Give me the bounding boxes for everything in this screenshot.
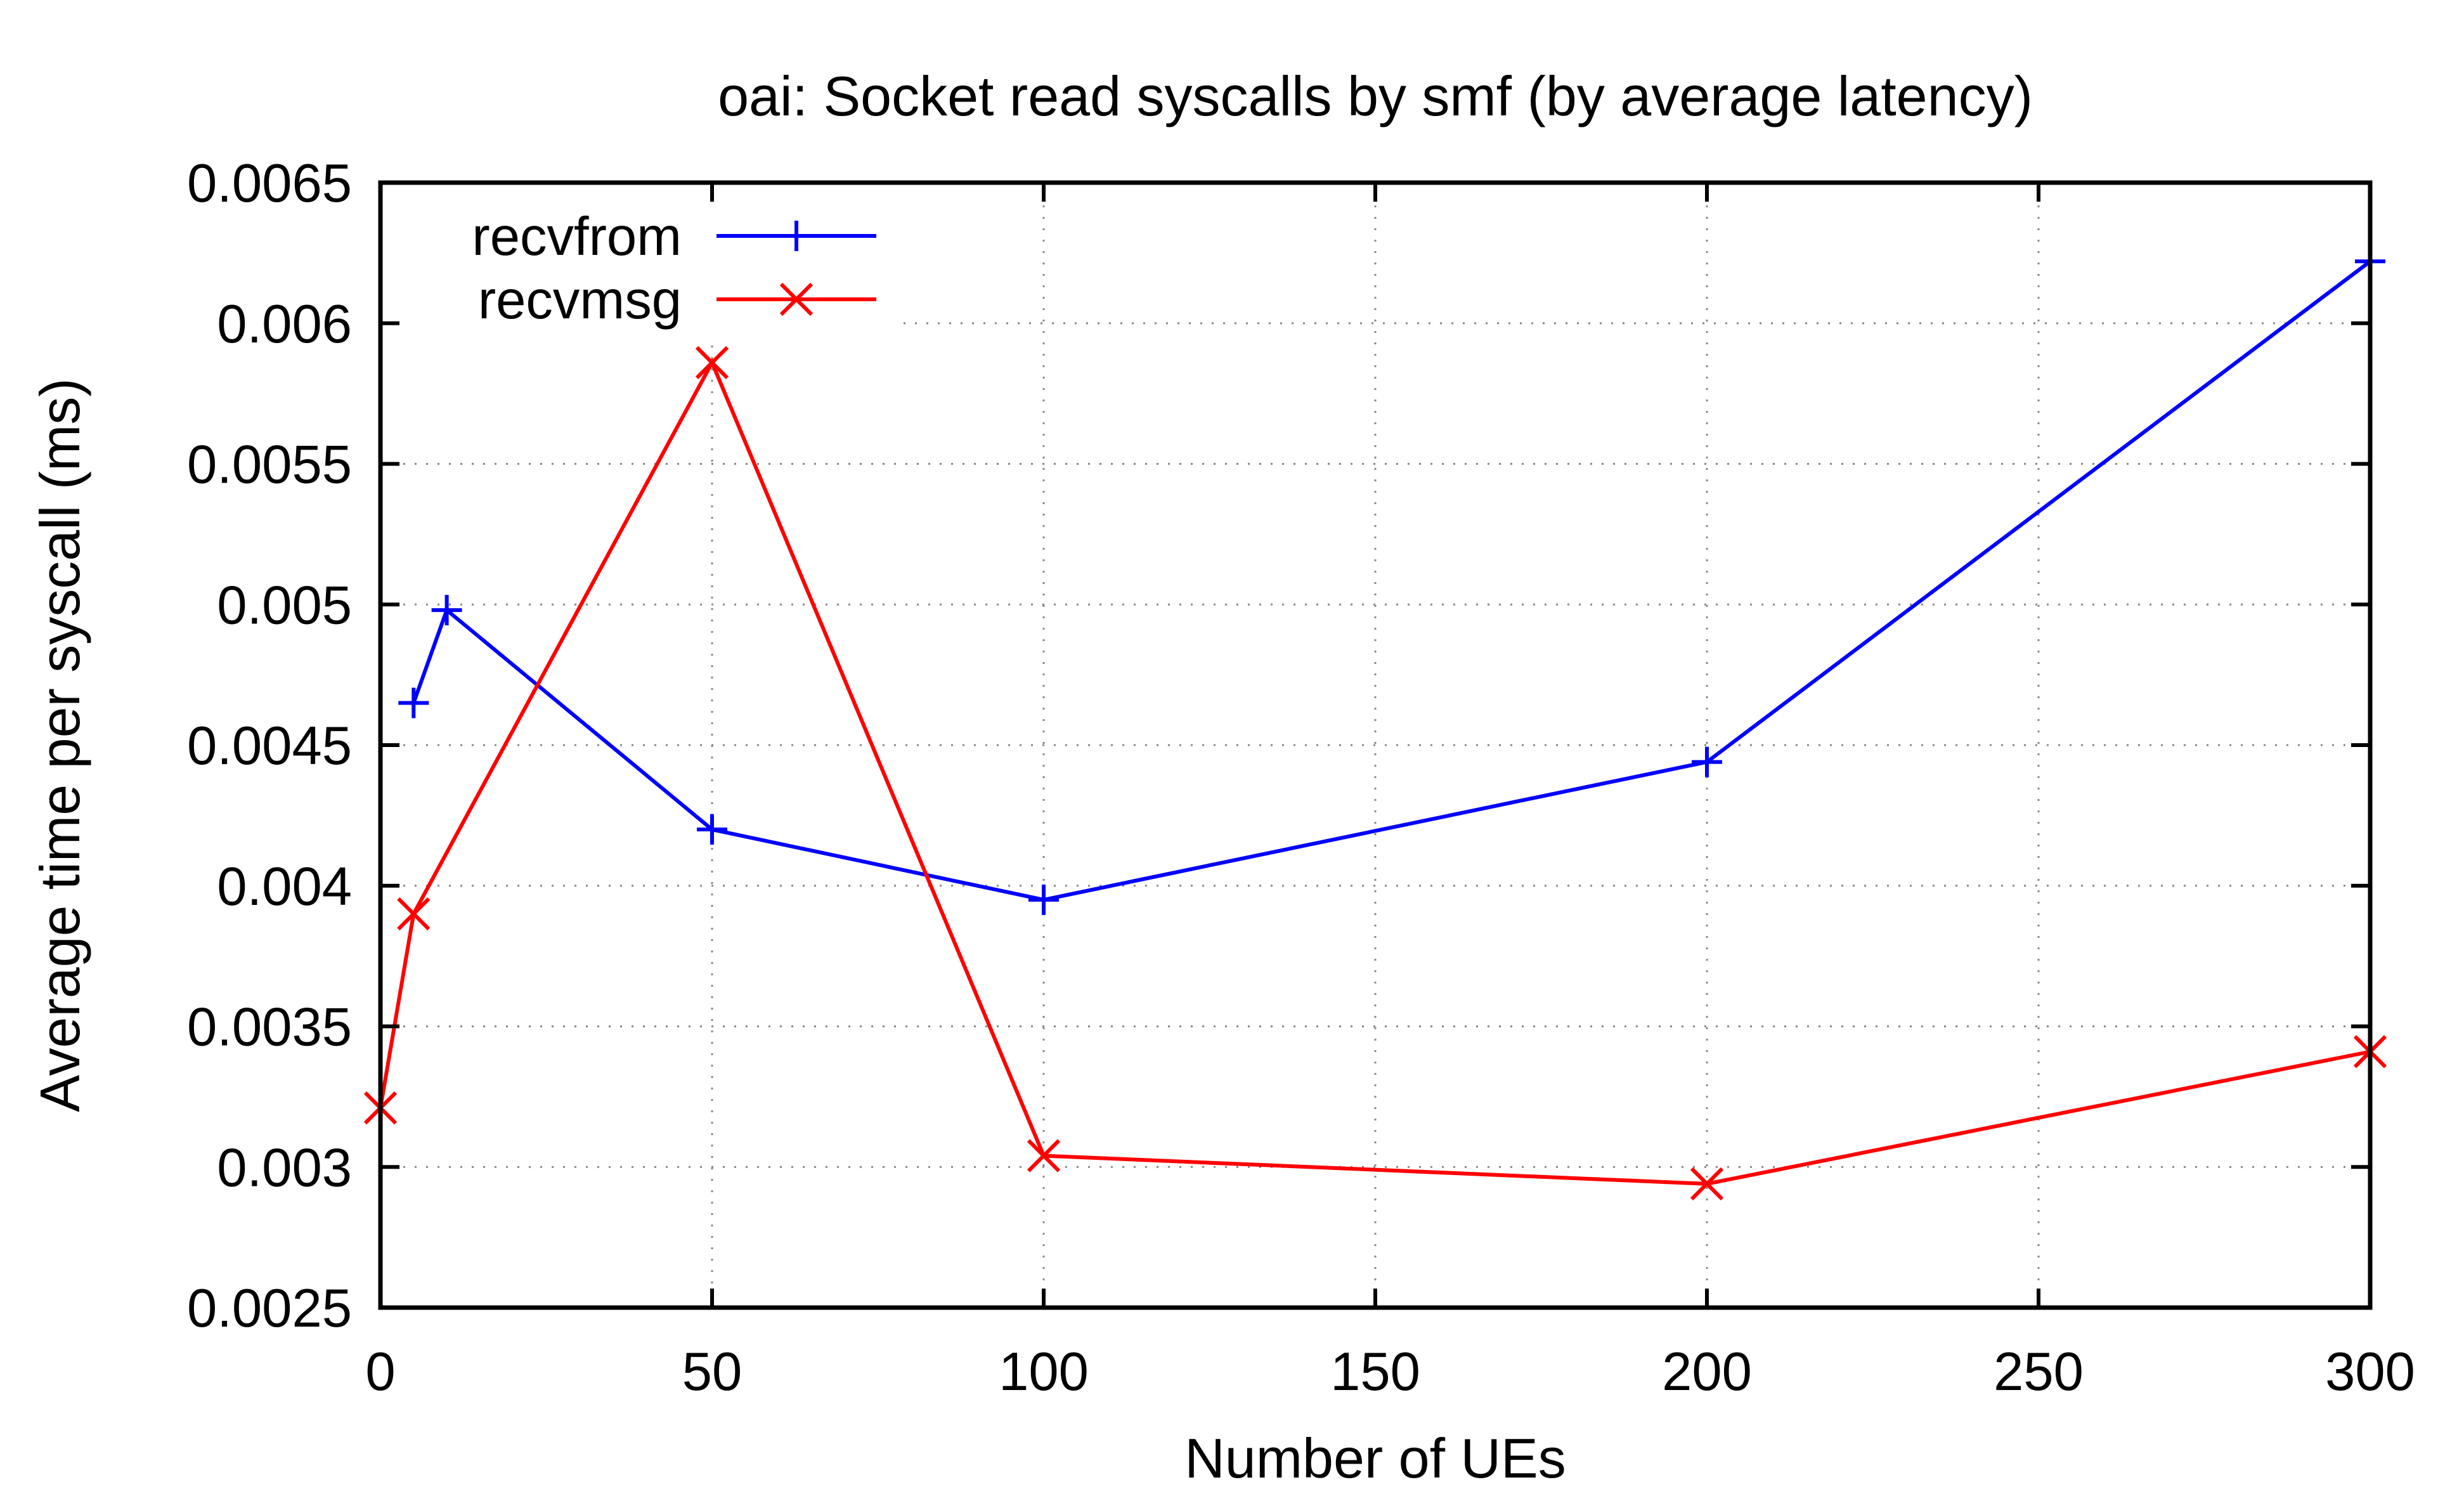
grid-layer: [380, 183, 2370, 1308]
data-point-recvfrom: [697, 814, 727, 845]
legend-marker-recvfrom: [781, 221, 812, 251]
legend-label-recvfrom: recvfrom: [472, 207, 682, 267]
x-tick-label: 100: [999, 1342, 1089, 1402]
series-line-recvmsg: [379, 358, 2371, 1186]
y-tick-label: 0.0045: [187, 716, 352, 776]
data-point-recvmsg: [1690, 1167, 1724, 1200]
x-tick-label: 50: [682, 1342, 742, 1402]
data-point-recvfrom: [1692, 746, 1722, 777]
y-tick-label: 0.004: [217, 857, 352, 917]
x-tick-label: 200: [1662, 1342, 1752, 1402]
x-tick-label: 250: [1994, 1342, 2084, 1402]
data-point-recvfrom: [398, 687, 429, 718]
y-tick-label: 0.005: [217, 575, 352, 635]
data-point-recvfrom: [431, 595, 462, 626]
legend-marker-recvmsg: [779, 282, 814, 316]
marker-stroke: [779, 282, 814, 316]
y-tick-label: 0.006: [217, 294, 352, 354]
chart-title: oai: Socket read syscalls by smf (by ave…: [718, 65, 2033, 127]
marker-stroke: [1027, 1139, 1061, 1173]
x-tick-label: 0: [365, 1342, 395, 1402]
y-tick-label: 0.0055: [187, 435, 352, 495]
y-axis-label: Average time per syscall (ms): [29, 378, 91, 1112]
y-tick-label: 0.0035: [187, 997, 352, 1058]
marker-stroke: [397, 897, 431, 931]
y-tick-label: 0.003: [217, 1138, 352, 1198]
series-layer: [363, 246, 2387, 1200]
data-point-recvfrom: [1028, 884, 1059, 915]
legend-label-recvmsg: recvmsg: [478, 270, 682, 330]
marker-stroke: [1690, 1167, 1724, 1200]
x-tick-label: 150: [1330, 1342, 1420, 1402]
x-axis-label: Number of UEs: [1184, 1427, 1566, 1490]
data-point-recvmsg: [695, 346, 729, 379]
tick-layer: 0 50 100 150 200 250 300 0.0025 0.003 0.0035 0.004…: [187, 153, 2415, 1402]
x-tick-label: 300: [2325, 1342, 2415, 1402]
series-line-recvfrom: [412, 259, 2371, 902]
y-tick-label: 0.0065: [187, 153, 352, 214]
y-tick-label: 0.0025: [187, 1278, 352, 1339]
data-point-recvmsg: [397, 897, 431, 931]
marker-stroke: [695, 346, 729, 379]
data-point-recvmsg: [1027, 1139, 1061, 1173]
